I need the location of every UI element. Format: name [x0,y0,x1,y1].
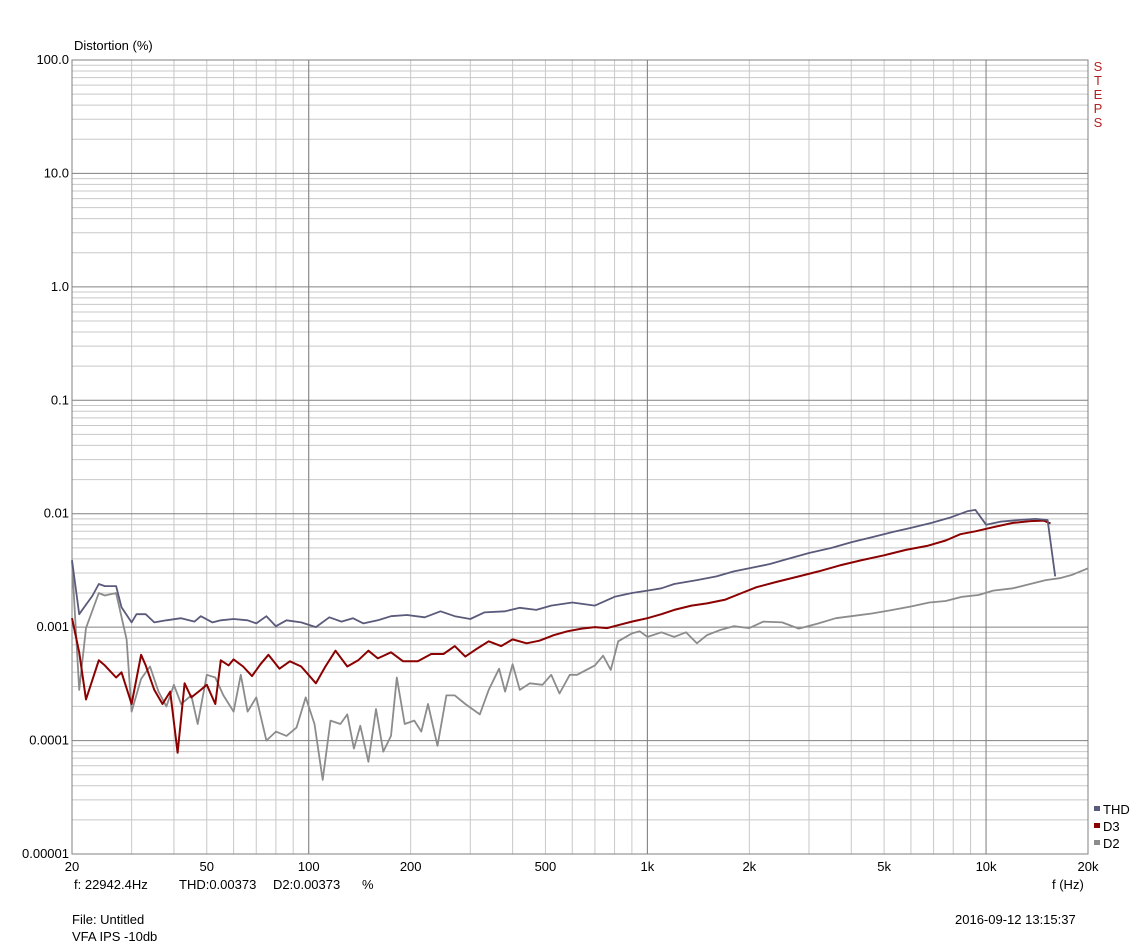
x-tick-label: 20 [65,859,79,874]
plot-area [72,60,1088,854]
x-tick-label: 20k [1078,859,1099,874]
y-tick-label: 0.01 [44,506,69,521]
x-tick-label: 10k [976,859,997,874]
steps-letter: T [1094,73,1102,88]
series-line-d2 [71,561,1089,781]
legend-label-d3: D3 [1103,819,1120,834]
x-tick-label: 2k [742,859,756,874]
file-name: File: Untitled [72,912,145,927]
x-tick-label: 1k [641,859,655,874]
legend-swatch-d2 [1094,840,1100,845]
y-tick-label: 0.001 [36,619,69,634]
plot-border [71,59,1089,855]
cursor-d2-readout: D2:0.00373 [273,877,341,892]
series-line-d3 [71,519,1051,754]
timestamp: 2016-09-12 13:15:37 [955,912,1076,927]
y-axis-title: Distortion (%) [74,38,153,53]
x-tick-label: 500 [535,859,557,874]
legend-label-thd: THD [1103,802,1130,817]
x-tick-label: 50 [200,859,214,874]
y-tick-label: 0.00001 [22,846,69,861]
x-tick-label: 100 [298,859,320,874]
series-line-thd [71,509,1057,628]
y-tick-label: 1.0 [51,279,69,294]
y-tick-label: 100.0 [36,52,69,67]
legend-label-d2: D2 [1103,836,1120,851]
steps-letter: P [1093,101,1103,116]
cursor-frequency-readout: f: 22942.4Hz [74,877,148,892]
x-axis-title: f (Hz) [1052,877,1084,892]
legend-swatch-d3 [1094,823,1100,828]
description: VFA IPS -10db [72,929,158,944]
steps-letter: S [1093,115,1103,130]
steps-letter: S [1093,59,1103,74]
steps-letter: E [1093,87,1103,102]
cursor-thd-readout: THD:0.00373 [179,877,257,892]
steps-label: S T E P S [1091,60,1105,130]
legend-swatch-thd [1094,806,1100,811]
y-tick-label: 0.1 [51,392,69,407]
y-tick-label: 0.0001 [29,733,69,748]
cursor-unit: % [362,877,374,892]
x-tick-label: 5k [877,859,891,874]
x-tick-label: 200 [400,859,422,874]
y-tick-label: 10.0 [44,165,69,180]
